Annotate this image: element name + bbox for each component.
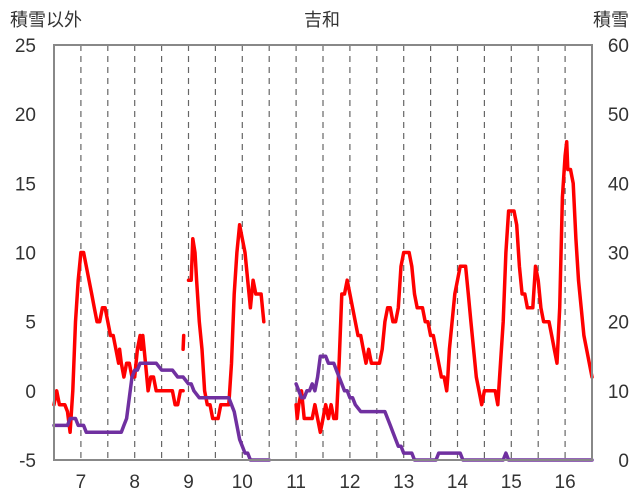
left-axis-label: 積雪以外	[10, 10, 82, 31]
right-axis-series-line	[52, 361, 271, 462]
right-tick-label: 50	[608, 105, 629, 126]
plot-area-frame	[53, 44, 593, 461]
right-y-axis: 0 10 20 30 40 50 60	[608, 36, 629, 472]
chart-title: 吉和	[304, 10, 340, 31]
right-tick-label: 40	[608, 174, 629, 195]
left-axis-series-line	[294, 140, 594, 435]
left-y-axis: -5 0 5 10 15 20 25	[15, 36, 36, 472]
x-tick-label: 7	[76, 472, 87, 493]
x-tick-label: 12	[339, 472, 360, 493]
left-tick-label: 5	[25, 313, 36, 334]
left-tick-label: 10	[15, 244, 36, 265]
right-tick-label: 20	[608, 313, 629, 334]
left-axis-series-line	[186, 223, 266, 421]
left-tick-label: 15	[15, 174, 36, 195]
left-tick-label: -5	[19, 451, 36, 472]
x-tick-label: 16	[555, 472, 576, 493]
x-axis: 7 8 9 10 11 12 13 14 15 16	[76, 472, 576, 493]
x-tick-label: 9	[183, 472, 194, 493]
left-axis-series-line	[52, 250, 185, 435]
right-axis-label: 積雪	[593, 10, 629, 31]
x-tick-label: 14	[447, 472, 469, 493]
right-tick-label: 30	[608, 244, 629, 265]
left-axis-series-line	[181, 333, 186, 352]
left-tick-label: 25	[15, 36, 36, 57]
x-tick-label: 10	[232, 472, 253, 493]
x-tick-label: 11	[286, 472, 306, 493]
x-tick-label: 15	[501, 472, 522, 493]
series-group	[52, 140, 594, 462]
x-tick-label: 8	[129, 472, 140, 493]
right-axis-series-line	[294, 354, 594, 462]
left-tick-label: 20	[15, 105, 36, 126]
right-tick-label: 0	[618, 451, 629, 472]
right-tick-label: 10	[608, 382, 629, 403]
x-tick-label: 13	[393, 472, 414, 493]
right-tick-label: 60	[608, 36, 629, 57]
grid-lines	[80, 45, 566, 460]
left-tick-label: 0	[25, 382, 36, 403]
